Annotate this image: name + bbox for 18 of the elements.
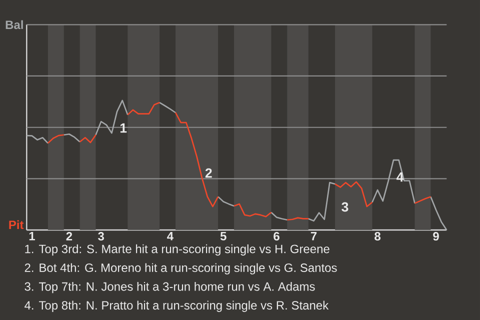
text: 4. Top 8th: N. Pratto hit a run-scoring single vs R. Stanek — [24, 300, 329, 312]
annotation: 3 — [342, 202, 348, 212]
annotation: 1 — [120, 123, 127, 133]
text: 2. Bot 4th: G. Moreno hit a run-scoring single vs G. Santos — [24, 263, 337, 274]
x-tick-label: 2 — [66, 232, 72, 240]
text: 3. Top 7th: N. Jones hit a 3-run home run vs A. Adams — [24, 282, 315, 294]
annotation: 2 — [205, 168, 212, 178]
text: Bal — [6, 20, 23, 30]
x-tick-label: 5 — [220, 232, 226, 240]
text: 1. Top 3rd: S. Marte hit a run-scoring single vs H. Greene — [25, 244, 330, 256]
text: Pit — [9, 220, 24, 230]
x-tick-label: 4 — [167, 232, 174, 240]
x-tick-label: 1 — [29, 232, 35, 240]
x-tick-label: 8 — [374, 232, 381, 241]
x-tick-label: 3 — [98, 232, 104, 241]
x-tick-label: 9 — [433, 232, 439, 241]
x-tick-label: 6 — [274, 232, 280, 241]
x-tick-label: 7 — [310, 232, 317, 240]
